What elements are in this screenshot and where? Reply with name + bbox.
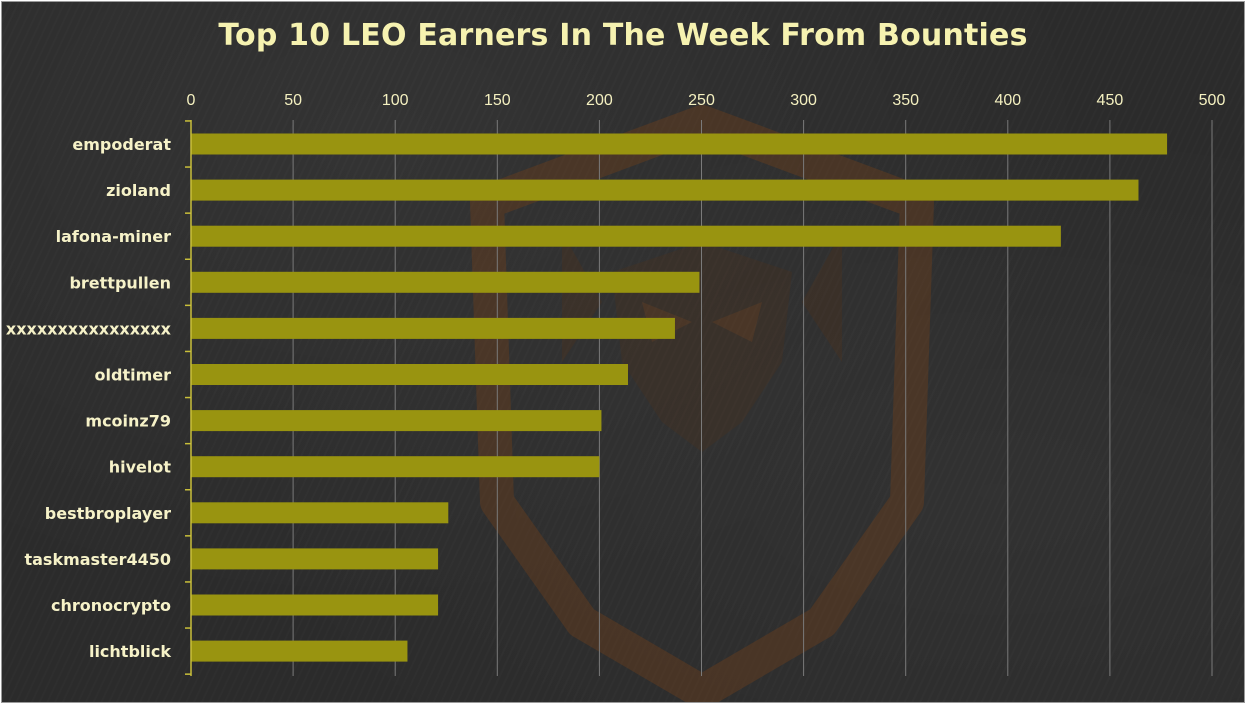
category-label-lafona-miner: lafona-miner <box>56 227 171 246</box>
bars <box>191 133 1168 662</box>
bar-bestbroplayer <box>191 502 449 524</box>
category-labels: empoderat zioland lafona-miner brettpullen x… <box>6 135 172 661</box>
category-label-hivelot: hivelot <box>109 458 172 477</box>
x-tick-label-450: 450 <box>1097 92 1124 109</box>
gridlines <box>292 120 1213 676</box>
x-tick-label-500: 500 <box>1199 92 1226 109</box>
bar-mcoinz79 <box>191 410 602 432</box>
x-tick-label-100: 100 <box>382 92 409 109</box>
bar-oldtimer <box>191 364 628 385</box>
bar-taskmaster4450 <box>191 548 439 570</box>
x-tick-label-350: 350 <box>892 92 919 109</box>
y-axis <box>185 120 192 676</box>
category-label-brettpullen: brettpullen <box>69 273 171 292</box>
x-tick-label-300: 300 <box>790 92 817 109</box>
bar-chronocrypto <box>191 594 439 616</box>
category-label-oldtimer: oldtimer <box>95 366 172 385</box>
category-label-mcoinz79: mcoinz79 <box>85 412 171 431</box>
bar-lafona-miner <box>191 225 1061 247</box>
bar-zioland <box>191 179 1139 201</box>
x-tick-label-0: 0 <box>187 92 196 109</box>
chart-title: Top 10 LEO Earners In The Week From Boun… <box>218 18 1028 53</box>
bar-xxxxxxxxxxxxxxxx <box>191 317 675 339</box>
category-label-bestbroplayer: bestbroplayer <box>45 504 171 523</box>
x-axis-ticks: 0 50 100 150 200 250 300 350 400 450 500 <box>187 92 1226 109</box>
x-tick-label-200: 200 <box>586 92 613 109</box>
x-tick-label-50: 50 <box>284 92 302 109</box>
category-label-zioland: zioland <box>106 181 171 200</box>
bar-brettpullen <box>191 271 700 293</box>
x-tick-label-150: 150 <box>484 92 511 109</box>
x-tick-label-400: 400 <box>994 92 1021 109</box>
bar-empoderat <box>191 133 1168 155</box>
category-label-lichtblick: lichtblick <box>89 642 171 661</box>
bar-lichtblick <box>191 640 408 662</box>
category-label-empoderat: empoderat <box>72 135 171 154</box>
category-label-taskmaster4450: taskmaster4450 <box>24 550 171 569</box>
bar-hivelot <box>191 456 600 478</box>
category-label-chronocrypto: chronocrypto <box>51 596 171 615</box>
category-label-xxxxxxxxxxxxxxxx: xxxxxxxxxxxxxxxx <box>6 319 172 338</box>
x-tick-label-250: 250 <box>688 92 715 109</box>
